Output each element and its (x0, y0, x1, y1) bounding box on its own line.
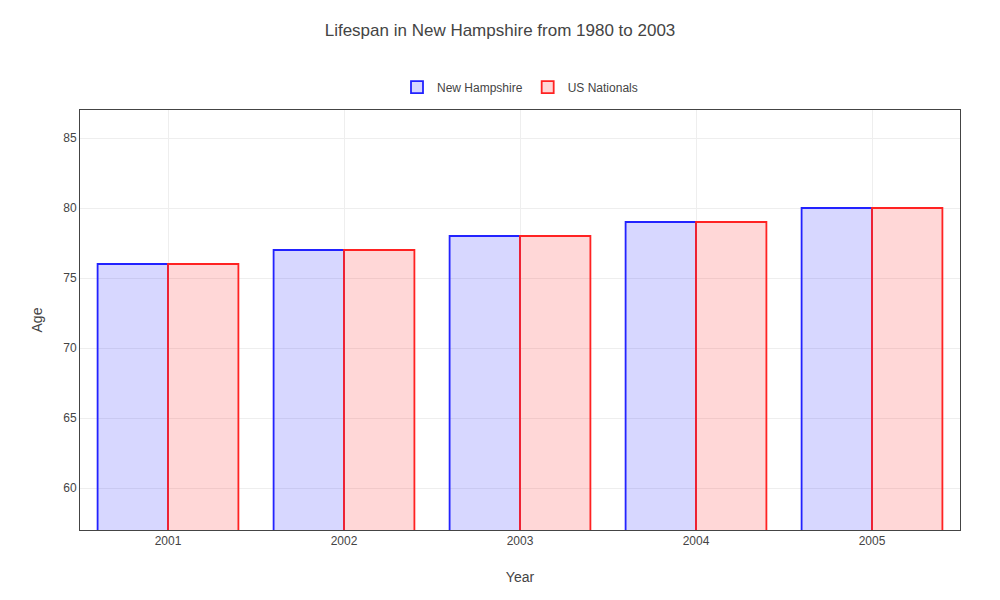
svg-text:80: 80 (63, 201, 77, 215)
svg-text:New Hampshire: New Hampshire (437, 81, 523, 95)
svg-text:85: 85 (63, 131, 77, 145)
svg-text:2001: 2001 (155, 534, 182, 548)
svg-text:2002: 2002 (331, 534, 358, 548)
svg-text:Year: Year (506, 569, 535, 585)
svg-text:65: 65 (63, 411, 77, 425)
svg-text:60: 60 (63, 481, 77, 495)
svg-text:2003: 2003 (507, 534, 534, 548)
svg-text:Lifespan in New Hampshire from: Lifespan in New Hampshire from 1980 to 2… (325, 21, 676, 40)
svg-text:2005: 2005 (859, 534, 886, 548)
svg-text:Age: Age (29, 307, 45, 332)
svg-text:75: 75 (63, 271, 77, 285)
svg-text:2004: 2004 (683, 534, 710, 548)
svg-text:US Nationals: US Nationals (568, 81, 638, 95)
svg-text:70: 70 (63, 341, 77, 355)
